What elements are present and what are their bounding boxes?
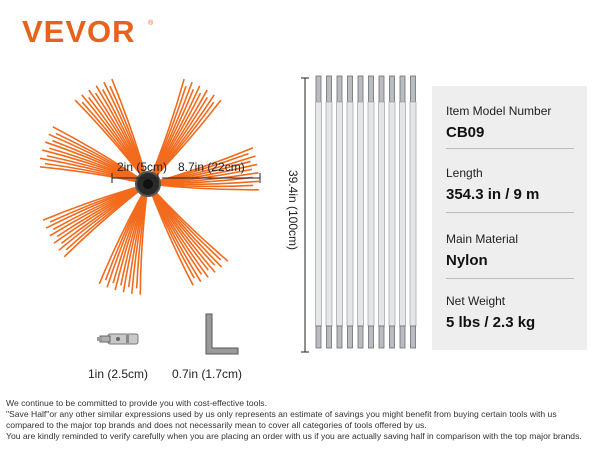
spec-material: Main Material Nylon — [446, 232, 518, 269]
connector-illustration — [97, 333, 139, 345]
rods-illustration — [315, 75, 417, 349]
brand-logo: VEVOR — [22, 14, 136, 49]
disclaimer-line: We continue to be committed to provide y… — [6, 398, 267, 408]
spec-divider — [446, 212, 574, 213]
rod — [388, 75, 396, 349]
rod — [336, 75, 343, 349]
spec-panel: Item Model Number CB09 Length 354.3 in /… — [432, 86, 587, 350]
spec-length: Length 354.3 in / 9 m — [446, 166, 539, 203]
spec-divider — [446, 148, 574, 149]
bristle-cluster — [147, 183, 229, 286]
brush-head-svg — [38, 78, 260, 295]
hex-wrench-illustration — [205, 313, 239, 355]
spec-model: Item Model Number CB09 — [446, 104, 551, 141]
rod — [409, 75, 417, 349]
rod-dimension-line — [301, 77, 309, 353]
spec-value: CB09 — [446, 124, 485, 141]
spec-label: Main Material — [446, 232, 519, 246]
rod — [346, 75, 354, 349]
hub-diameter-label: 2in (5cm) — [117, 160, 168, 174]
wrench-length-label: 0.7in (1.7cm) — [172, 367, 243, 381]
spec-divider — [446, 278, 574, 279]
brush-head-illustration — [38, 60, 280, 320]
rod — [378, 75, 385, 349]
registered-mark: ® — [148, 20, 154, 27]
disclaimer-line: compared to the major top brands and doe… — [6, 420, 427, 430]
rod — [315, 75, 322, 349]
disclaimer-text: We continue to be committed to provide y… — [6, 398, 596, 442]
spec-value: 5 lbs / 2.3 kg — [446, 314, 536, 331]
spec-label: Item Model Number — [446, 104, 552, 118]
brush-hub-center — [143, 179, 153, 189]
disclaimer-line: "Save Half"or any other similar expressi… — [6, 409, 557, 419]
rod — [367, 75, 375, 349]
rod — [325, 75, 333, 349]
spec-label: Net Weight — [446, 294, 506, 308]
connector-length-label: 1in (2.5cm) — [88, 367, 149, 381]
dimension-lines — [111, 173, 261, 183]
rod-length-label: 39.4in (100cm) — [286, 169, 300, 251]
spec-value: Nylon — [446, 252, 488, 269]
spec-value: 354.3 in / 9 m — [446, 186, 540, 203]
bristle-length-label: 8.7in (22cm) — [178, 160, 245, 174]
rod — [357, 75, 364, 349]
spec-label: Length — [446, 166, 483, 180]
rod — [399, 75, 406, 349]
spec-weight: Net Weight 5 lbs / 2.3 kg — [446, 294, 535, 331]
disclaimer-line: You are kindly reminded to verify carefu… — [6, 431, 582, 441]
